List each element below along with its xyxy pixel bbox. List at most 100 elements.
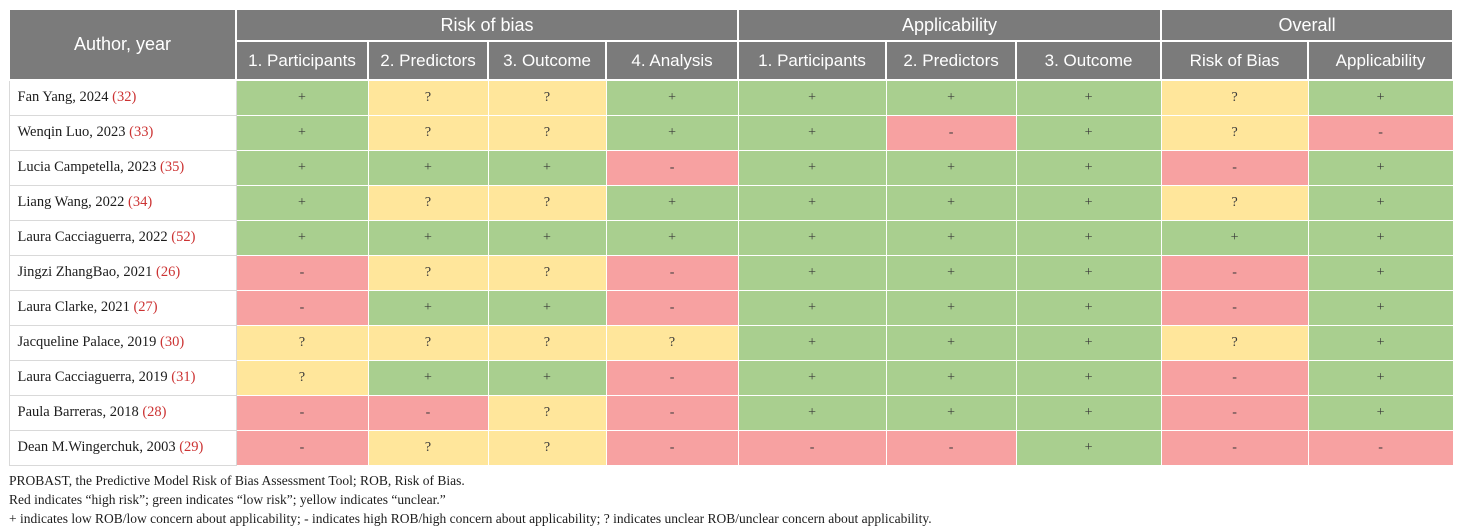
author-cell: Liang Wang, 2022 (34) bbox=[8, 184, 237, 221]
assessment-cell: + bbox=[1307, 149, 1454, 186]
assessment-cell: + bbox=[1160, 219, 1309, 256]
assessment-cell: ? bbox=[235, 324, 369, 361]
reference-number: (52) bbox=[171, 229, 196, 245]
reference-number: (26) bbox=[156, 264, 181, 280]
author-name: Laura Cacciaguerra, 2019 bbox=[17, 369, 172, 385]
assessment-cell: ? bbox=[235, 359, 369, 396]
assessment-cell: + bbox=[885, 289, 1017, 326]
assessment-cell: - bbox=[1307, 429, 1454, 466]
assessment-cell: + bbox=[885, 149, 1017, 186]
assessment-cell: + bbox=[1307, 79, 1454, 116]
table-row: Paula Barreras, 2018 (28) - -? - + + + - + bbox=[8, 394, 1454, 431]
assessment-cell: ? bbox=[367, 254, 489, 291]
assessment-cell: ? bbox=[487, 114, 607, 151]
author-cell: Wenqin Luo, 2023 (33) bbox=[8, 114, 237, 151]
author-cell: Laura Cacciaguerra, 2022 (52) bbox=[8, 219, 237, 256]
assessment-cell: ? bbox=[487, 254, 607, 291]
author-name: Lucia Campetella, 2023 bbox=[17, 159, 161, 175]
author-name: Laura Cacciaguerra, 2022 bbox=[17, 229, 172, 245]
assessment-cell: - bbox=[1160, 289, 1309, 326]
col-header-rob-outcome: 3. Outcome bbox=[487, 40, 607, 81]
assessment-cell: - bbox=[235, 429, 369, 466]
assessment-cell: + bbox=[235, 114, 369, 151]
assessment-cell: - bbox=[605, 394, 739, 431]
assessment-cell: + bbox=[737, 394, 887, 431]
assessment-cell: ? bbox=[605, 324, 739, 361]
assessment-cell: + bbox=[737, 359, 887, 396]
assessment-cell: + bbox=[1015, 184, 1162, 221]
author-cell: Jingzi ZhangBao, 2021 (26) bbox=[8, 254, 237, 291]
assessment-cell: + bbox=[737, 114, 887, 151]
assessment-cell: - bbox=[1160, 394, 1309, 431]
reference-number: (34) bbox=[128, 194, 153, 210]
col-header-app-predictors: 2. Predictors bbox=[885, 40, 1018, 81]
assessment-cell: + bbox=[367, 289, 489, 326]
footnote-color-legend: Red indicates “high risk”; green indicat… bbox=[9, 491, 446, 507]
assessment-cell: + bbox=[235, 219, 369, 256]
author-name: Liang Wang, 2022 bbox=[17, 194, 129, 210]
assessment-cell: + bbox=[885, 324, 1017, 361]
assessment-cell: ? bbox=[1160, 184, 1309, 221]
table-row: Lucia Campetella, 2023 (35) + + + - + + + - + bbox=[8, 149, 1454, 186]
table-row: Laura Cacciaguerra, 2022 (52) + + + + + + + + + bbox=[8, 219, 1454, 256]
assessment-cell: - bbox=[885, 114, 1017, 151]
author-cell: Lucia Campetella, 2023 (35) bbox=[8, 149, 237, 186]
assessment-cell: + bbox=[737, 254, 887, 291]
header-row-subcolumns: 1. Participants 2. Predictors 3. Outcome… bbox=[9, 40, 1455, 81]
assessment-cell: ? bbox=[367, 324, 489, 361]
table-row: Liang Wang, 2022 (34) +?? + + + +? + bbox=[8, 184, 1454, 221]
assessment-cell: + bbox=[737, 219, 887, 256]
assessment-cell: + bbox=[367, 359, 489, 396]
footnote-symbol-legend: + indicates low ROB/low concern about ap… bbox=[9, 510, 932, 526]
author-cell: Laura Cacciaguerra, 2019 (31) bbox=[8, 359, 237, 396]
assessment-cell: + bbox=[367, 219, 489, 256]
assessment-cell: + bbox=[367, 149, 489, 186]
assessment-cell: - bbox=[605, 429, 739, 466]
assessment-cell: + bbox=[885, 184, 1017, 221]
reference-number: (27) bbox=[133, 299, 158, 315]
author-cell: Jacqueline Palace, 2019 (30) bbox=[8, 324, 237, 361]
assessment-cell: - bbox=[605, 254, 739, 291]
assessment-cell: + bbox=[885, 79, 1017, 116]
assessment-cell: - bbox=[737, 429, 887, 466]
reference-number: (31) bbox=[171, 369, 196, 385]
table-body: Fan Yang, 2024 (32) +?? + + + +? + Wenqin Luo, … bbox=[8, 79, 1454, 466]
assessment-cell: + bbox=[885, 394, 1017, 431]
table-row: Dean M.Wingerchuk, 2003 (29) -?? - - - + - - bbox=[8, 429, 1454, 466]
reference-number: (28) bbox=[142, 404, 167, 420]
assessment-cell: ? bbox=[367, 79, 489, 116]
table-row: Jacqueline Palace, 2019 (30)???? + + +? + bbox=[8, 324, 1454, 361]
col-header-rob-predictors: 2. Predictors bbox=[367, 40, 489, 81]
group-header-applicability: Applicability bbox=[737, 8, 1163, 42]
assessment-cell: + bbox=[605, 184, 739, 221]
col-header-app-participants: 1. Participants bbox=[737, 40, 888, 81]
assessment-cell: + bbox=[605, 219, 739, 256]
reference-number: (32) bbox=[112, 89, 137, 106]
col-header-overall-rob: Risk of Bias bbox=[1160, 40, 1310, 81]
assessment-cell: + bbox=[737, 149, 887, 186]
col-header-rob-analysis: 4. Analysis bbox=[604, 40, 740, 81]
assessment-cell: - bbox=[235, 289, 369, 326]
assessment-cell: + bbox=[1015, 289, 1162, 326]
author-name: Jingzi ZhangBao, 2021 bbox=[17, 264, 157, 280]
author-name: Fan Yang, 2024 bbox=[17, 89, 113, 106]
assessment-cell: - bbox=[1160, 429, 1309, 466]
assessment-cell: + bbox=[885, 254, 1017, 291]
assessment-cell: ? bbox=[367, 429, 489, 466]
assessment-cell: - bbox=[1160, 149, 1309, 186]
assessment-cell: + bbox=[737, 324, 887, 361]
assessment-cell: - bbox=[1160, 359, 1309, 396]
table-row: Laura Cacciaguerra, 2019 (31)? + + - + + + - + bbox=[8, 359, 1454, 396]
assessment-cell: + bbox=[235, 149, 369, 186]
assessment-cell: ? bbox=[1160, 324, 1309, 361]
assessment-cell: - bbox=[885, 429, 1017, 466]
reference-number: (35) bbox=[160, 159, 185, 175]
assessment-cell: + bbox=[1015, 324, 1162, 361]
assessment-cell: + bbox=[487, 289, 607, 326]
assessment-cell: ? bbox=[1160, 114, 1309, 151]
author-cell: Dean M.Wingerchuk, 2003 (29) bbox=[8, 429, 237, 466]
reference-number: (33) bbox=[129, 124, 154, 140]
footnotes: PROBAST, the Predictive Model Risk of Bi… bbox=[8, 471, 1452, 526]
assessment-cell: ? bbox=[1160, 79, 1309, 116]
